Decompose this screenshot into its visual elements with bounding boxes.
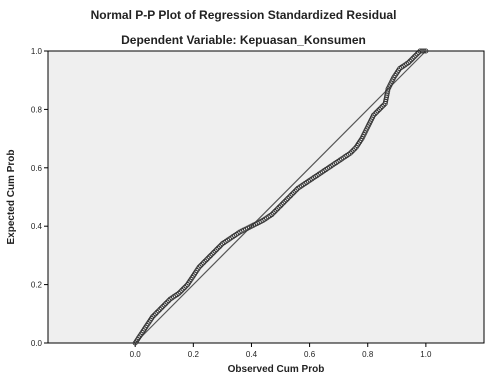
data-point — [196, 264, 202, 270]
data-point — [179, 287, 185, 293]
data-point — [347, 150, 353, 156]
data-point — [163, 301, 169, 307]
data-point — [379, 103, 385, 110]
data-point — [208, 252, 214, 258]
x-tick-label: 1.0 — [420, 350, 432, 359]
data-point — [421, 48, 427, 54]
y-tick-label: 1.0 — [31, 47, 43, 56]
x-tick-label: 0.2 — [188, 350, 200, 359]
data-point — [279, 201, 285, 207]
data-point — [182, 284, 188, 291]
data-point — [202, 258, 208, 264]
data-point — [272, 209, 278, 215]
data-point — [288, 192, 294, 199]
data-point — [161, 302, 167, 308]
data-point — [350, 147, 356, 153]
data-point — [270, 210, 276, 216]
data-point — [411, 54, 417, 60]
chart-subtitle: Dependent Variable: Kepuasan_Konsumen — [121, 33, 366, 47]
data-point — [216, 244, 223, 250]
data-point — [286, 194, 292, 200]
data-point — [203, 257, 209, 263]
data-point — [205, 255, 211, 261]
data-point — [273, 207, 279, 213]
chart-title: Normal P-P Plot of Regression Standardiz… — [90, 8, 397, 22]
data-point — [376, 106, 382, 112]
data-point — [352, 146, 358, 152]
reference-line — [134, 50, 427, 344]
data-point — [211, 249, 217, 256]
data-point — [214, 247, 220, 253]
data-point — [183, 283, 189, 289]
x-tick-label: 0.8 — [362, 350, 374, 359]
x-tick-label: 0.4 — [246, 350, 258, 359]
data-point — [292, 188, 298, 194]
data-point — [282, 198, 288, 204]
data-point — [180, 286, 186, 292]
data-point — [408, 57, 414, 63]
data-point — [289, 191, 295, 197]
data-point — [410, 55, 416, 61]
data-point — [423, 48, 429, 54]
y-axis-label: Expected Cum Prob — [6, 149, 17, 244]
x-tick-label: 0.6 — [304, 350, 316, 359]
data-point — [212, 248, 218, 254]
data-point — [275, 206, 281, 212]
data-point — [291, 190, 297, 196]
x-tick-label: 0.0 — [130, 350, 142, 359]
y-tick-label: 0.6 — [31, 164, 43, 173]
plot-area — [47, 50, 485, 344]
data-point — [372, 111, 378, 117]
data-point — [414, 51, 420, 57]
data-point — [280, 200, 286, 206]
data-point — [177, 289, 183, 295]
data-point — [215, 245, 221, 251]
y-tick-label: 0.2 — [31, 281, 43, 290]
data-point — [166, 298, 172, 304]
data-point — [198, 263, 204, 269]
data-point — [276, 204, 282, 210]
data-point — [164, 299, 170, 305]
data-point — [293, 187, 300, 193]
data-point — [152, 311, 159, 317]
y-tick-label: 0.8 — [31, 105, 43, 114]
data-point — [269, 211, 275, 218]
data-point — [405, 60, 411, 66]
data-point — [407, 58, 413, 64]
data-point — [160, 303, 166, 310]
data-point — [283, 197, 289, 203]
data-point — [285, 195, 291, 202]
data-point — [155, 308, 161, 314]
data-point — [199, 261, 205, 267]
data-point — [176, 290, 182, 296]
data-point — [157, 306, 163, 312]
data-point — [218, 242, 224, 248]
data-point — [200, 260, 207, 266]
data-point — [413, 52, 419, 58]
y-tick-label: 0.4 — [31, 222, 43, 231]
data-point — [154, 309, 160, 315]
data-point — [277, 203, 284, 209]
data-point — [150, 314, 156, 320]
data-point — [349, 149, 355, 155]
x-axis-label: Observed Cum Prob — [228, 364, 325, 375]
data-point — [158, 305, 164, 311]
data-point — [370, 112, 377, 118]
y-tick-label: 0.0 — [31, 339, 43, 348]
data-point — [206, 254, 212, 260]
data-point — [378, 105, 384, 111]
data-point — [209, 251, 215, 257]
data-point — [373, 109, 380, 115]
data-point — [375, 108, 381, 114]
data-point — [151, 312, 157, 318]
